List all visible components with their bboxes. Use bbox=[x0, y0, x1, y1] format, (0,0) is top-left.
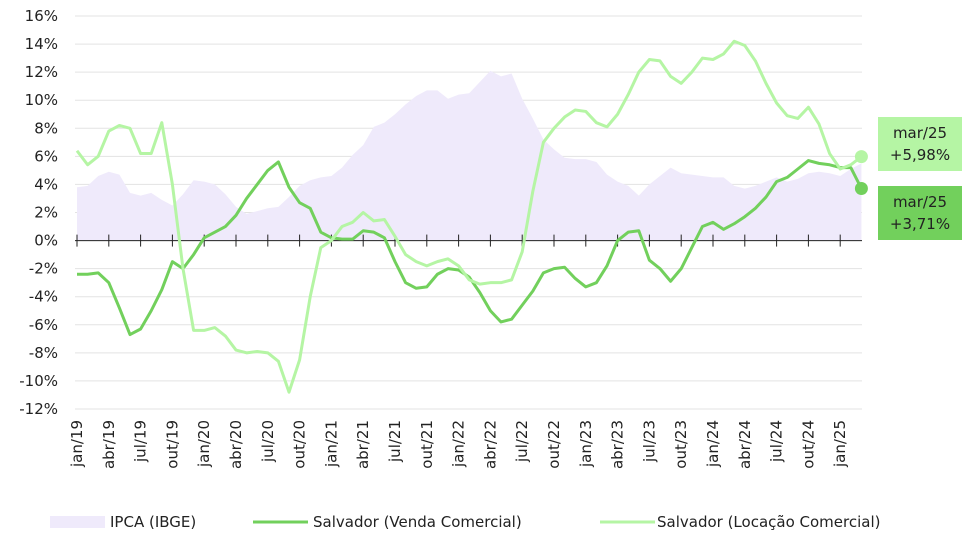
y-tick-label: 6% bbox=[34, 147, 58, 165]
legend-label: Salvador (Locação Comercial) bbox=[657, 513, 880, 531]
x-tick-label: jan/23 bbox=[577, 420, 595, 468]
y-tick-label: -10% bbox=[19, 372, 58, 390]
x-tick-label: jan/24 bbox=[704, 420, 722, 468]
annotation-label: mar/25 bbox=[893, 193, 947, 211]
line bbox=[77, 159, 863, 337]
x-tick-label: out/20 bbox=[291, 420, 309, 469]
annotation-label: mar/25 bbox=[893, 124, 947, 142]
y-tick-label: 4% bbox=[34, 175, 58, 193]
annotation-box bbox=[878, 186, 962, 240]
x-tick-label: jan/22 bbox=[450, 420, 468, 468]
x-tick-label: out/23 bbox=[672, 420, 690, 469]
x-tick-label: abr/20 bbox=[227, 420, 245, 469]
x-tick-label: jul/23 bbox=[640, 420, 658, 463]
x-tick-label: jan/25 bbox=[831, 420, 849, 468]
x-tick-label: out/24 bbox=[799, 420, 817, 469]
y-tick-label: -12% bbox=[19, 400, 58, 418]
x-tick-label: jul/21 bbox=[386, 420, 404, 463]
end-dot bbox=[854, 150, 868, 164]
y-tick-label: 12% bbox=[25, 63, 58, 81]
x-tick-label: out/19 bbox=[163, 420, 181, 469]
x-tick-label: out/21 bbox=[418, 420, 436, 469]
y-tick-label: 2% bbox=[34, 204, 58, 222]
x-tick-label: jul/20 bbox=[259, 420, 277, 463]
x-tick-label: jul/22 bbox=[513, 420, 531, 463]
y-tick-label: 8% bbox=[34, 119, 58, 137]
x-tick-label: jan/21 bbox=[322, 420, 340, 468]
x-tick-label: jan/20 bbox=[195, 420, 213, 468]
y-tick-label: 14% bbox=[25, 35, 58, 53]
annotation-value: +5,98% bbox=[890, 146, 950, 164]
annotation-box bbox=[878, 117, 962, 171]
y-tick-label: 16% bbox=[25, 7, 58, 25]
x-tick-label: abr/21 bbox=[354, 420, 372, 469]
x-tick-label: jul/19 bbox=[132, 420, 150, 463]
x-tick-label: jan/19 bbox=[68, 420, 86, 468]
y-tick-label: -8% bbox=[29, 344, 58, 362]
y-tick-label: -4% bbox=[29, 288, 58, 306]
legend-swatch bbox=[50, 516, 105, 528]
legend-label: IPCA (IBGE) bbox=[110, 513, 196, 531]
area bbox=[77, 70, 862, 241]
y-tick-label: -2% bbox=[29, 260, 58, 278]
x-tick-label: out/22 bbox=[545, 420, 563, 469]
line bbox=[75, 39, 863, 394]
legend-label: Salvador (Venda Comercial) bbox=[313, 513, 522, 531]
y-tick-label: 0% bbox=[34, 232, 58, 250]
x-tick-label: abr/24 bbox=[736, 420, 754, 469]
x-tick-label: abr/19 bbox=[100, 420, 118, 469]
x-tick-label: abr/23 bbox=[609, 420, 627, 469]
annotation-value: +3,71% bbox=[890, 215, 950, 233]
y-tick-label: 10% bbox=[25, 91, 58, 109]
x-tick-label: jul/24 bbox=[768, 420, 786, 463]
y-tick-label: -6% bbox=[29, 316, 58, 334]
x-tick-label: abr/22 bbox=[481, 420, 499, 469]
end-dot bbox=[854, 181, 868, 195]
